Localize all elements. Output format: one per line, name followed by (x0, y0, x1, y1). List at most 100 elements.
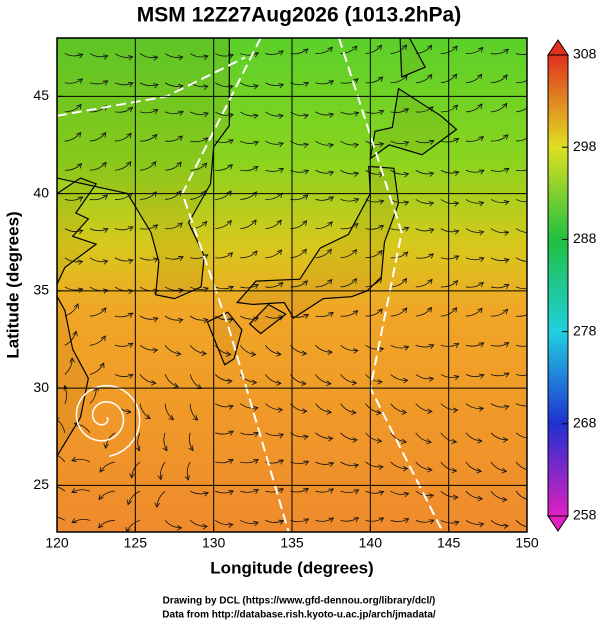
colorbar-tick-label: 308 (573, 46, 597, 62)
streamline (114, 342, 134, 347)
colorbar-extend (547, 515, 569, 532)
streamline (89, 162, 107, 171)
streamline-arrow (328, 488, 335, 494)
streamline (415, 106, 434, 113)
x-tick-label: 135 (280, 535, 304, 551)
streamline (365, 225, 384, 230)
streamline (440, 307, 458, 317)
streamline (465, 169, 485, 173)
streamline-arrow (253, 284, 259, 290)
streamline-arrow (127, 342, 134, 348)
streamline (465, 374, 485, 377)
streamline (340, 198, 359, 202)
streamline-arrow (453, 201, 460, 207)
streamline-arrow (376, 409, 382, 416)
streamline (64, 331, 77, 346)
streamline-arrow (77, 229, 84, 235)
streamline (240, 459, 259, 464)
streamline (240, 82, 259, 87)
streamline (64, 78, 83, 84)
streamline (265, 519, 284, 523)
streamline (340, 249, 357, 259)
streamline (315, 140, 334, 146)
streamline (365, 374, 383, 383)
streamline-arrow (72, 330, 78, 337)
streamline (490, 490, 507, 501)
streamline-arrow (529, 51, 534, 55)
streamline (139, 53, 158, 59)
streamline (340, 278, 357, 288)
streamline-arrow (529, 404, 534, 408)
streamline-arrow (453, 255, 460, 261)
streamline (515, 490, 527, 500)
streamline-arrow (77, 259, 84, 265)
streamline-arrow (527, 103, 532, 108)
streamline-arrow (326, 380, 332, 386)
streamline (315, 312, 334, 318)
streamline (190, 190, 207, 200)
streamline-arrow (152, 109, 159, 114)
streamline-arrow (153, 257, 159, 263)
streamline-arrow (77, 196, 84, 202)
streamline-arrow (378, 224, 385, 231)
streamline-arrow (503, 372, 510, 378)
streamline-arrow (403, 491, 410, 498)
streamline-arrow (71, 456, 77, 462)
colorbar-extend (547, 39, 569, 56)
streamline-arrow (351, 248, 358, 255)
streamline (465, 257, 485, 261)
streamline-arrow (157, 474, 163, 481)
streamline (415, 519, 434, 523)
streamline (315, 221, 333, 229)
streamline (189, 345, 207, 355)
isobar (338, 38, 444, 532)
streamline (490, 228, 509, 234)
streamline (139, 109, 159, 114)
streamline (340, 432, 358, 441)
streamline (164, 374, 179, 388)
coastline (235, 165, 400, 319)
streamline-arrow (376, 44, 383, 51)
streamline-arrow (428, 344, 435, 350)
streamline (315, 46, 333, 54)
streamline (89, 132, 107, 142)
streamline-arrow (228, 490, 234, 496)
streamline-arrow (451, 73, 458, 80)
streamline-arrow (201, 162, 208, 169)
streamline-arrow (253, 52, 260, 58)
streamline-arrow (71, 518, 78, 524)
streamline-arrow (426, 438, 432, 445)
streamline (315, 345, 333, 353)
streamline (440, 374, 459, 378)
streamline-arrow (251, 379, 258, 386)
streamline (490, 257, 510, 262)
streamline (440, 228, 459, 233)
streamline (515, 432, 527, 439)
streamline-arrow (377, 76, 384, 82)
streamline-arrow (529, 286, 534, 290)
streamline (139, 344, 158, 351)
streamline (240, 250, 258, 259)
streamline-arrow (154, 502, 160, 509)
streamline-arrow (478, 406, 485, 412)
streamline (340, 111, 359, 115)
streamline (390, 518, 409, 522)
streamline (515, 169, 527, 172)
credit: Data from http://database.rish.kyoto-u.a… (162, 610, 436, 621)
streamline-arrow (278, 488, 284, 494)
streamline (315, 403, 332, 413)
streamline-arrow (278, 315, 285, 321)
streamline-arrow (328, 80, 335, 86)
streamline (165, 135, 183, 142)
streamline-arrow (353, 348, 359, 354)
streamline-arrow (452, 280, 459, 286)
streamline (165, 190, 182, 200)
streamline (240, 315, 259, 320)
streamline-arrow (127, 106, 134, 113)
streamline-arrow (477, 73, 483, 80)
streamline-arrow (428, 376, 435, 382)
colorbar: 258 268 278 288 298 308 (547, 39, 597, 532)
streamline-arrow (152, 55, 159, 61)
streamline-arrow (428, 519, 435, 525)
streamline-arrow (502, 74, 508, 80)
